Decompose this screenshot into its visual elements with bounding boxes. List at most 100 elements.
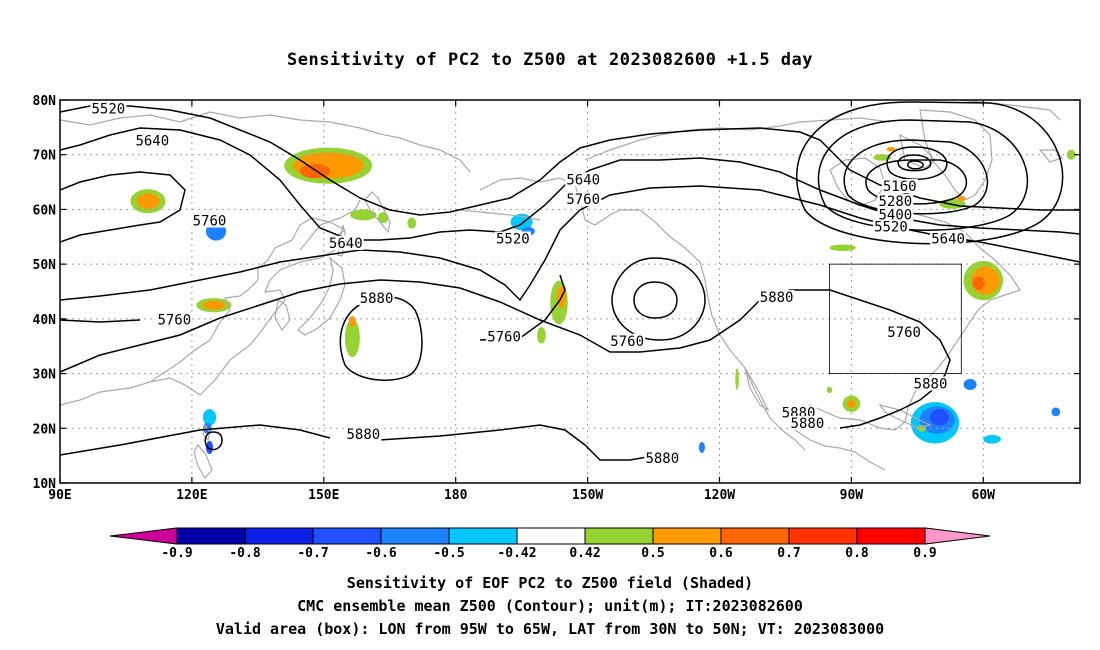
lat-label: 70N [33,149,57,164]
coast-cuba [878,404,932,429]
lon-label: 90E [48,488,71,503]
coast-philippines [193,443,213,480]
lon-label: 90W [840,488,864,503]
lon-label: 120E [176,488,207,503]
coast-labrador [899,209,1021,311]
colorbar-label: -0.6 [365,546,396,561]
coast-iceland [1038,149,1064,163]
contour-label-bg [789,415,826,430]
sensitivity-patch [886,147,896,152]
colorbar-label: -0.9 [161,546,192,561]
contour-label: 5760 [193,213,227,229]
colorbar-segment [380,527,450,545]
colorbar-segment [652,527,722,545]
sensitivity-patch [735,368,739,390]
colorbar-segment [176,527,246,545]
coast-hudson-bay [829,157,886,207]
contour-label-bg [758,290,795,305]
contour-label: 5520 [92,101,126,117]
sensitivity-patch [983,434,1001,444]
contour-label-bg [881,178,918,193]
colorbar-segment [448,527,518,545]
contour-labels: 5520 5640 5760 5640 5760 5880 5880 5520 5640 5760… [90,101,967,467]
sensitivity-patch [929,409,949,426]
sensitivity-patch [956,195,966,202]
sensitivity-patch [1051,407,1061,417]
sensitivity-patch [846,399,856,409]
contour-low-east-4 [796,101,1064,245]
contour-low-core-2 [906,160,924,170]
sensitivity-patch [202,300,226,310]
coast-arctic-asia [60,111,471,173]
sensitivity-patch [698,441,705,453]
contour-label-bg [877,207,914,222]
map-title: Sensitivity of PC2 to Z500 at 2023082600… [286,50,813,70]
contour-5760-low [611,257,706,341]
contour-label-bg [90,101,127,116]
lon-label: 150W [572,488,603,503]
colorbar-label: 0.7 [777,546,800,561]
contour-label: 5520 [874,219,908,235]
colorbar-label: -0.8 [229,546,260,561]
contour-5760-north [60,171,186,243]
contour-label: 5760 [487,329,521,345]
sensitivity-patch [972,276,986,290]
contour-label: 5880 [645,451,679,467]
coast-korea [274,299,291,332]
colorbar-label: 0.6 [709,546,733,561]
lat-label: 40N [33,313,57,328]
sensitivity-patch [963,379,977,390]
lon-label: 150E [308,488,339,503]
contour-label-bg [494,231,531,246]
coast-kamchatka [364,191,391,234]
sensitivity-patch [348,316,356,328]
colorbar-segment [516,527,586,545]
contour-label-bg [358,291,395,306]
footer-line-2: CMC ensemble mean Z500 (Contour); unit(m… [297,597,803,615]
map-frame [59,99,1081,484]
contour-label-bg [327,235,364,250]
contour-label-bg [609,333,646,348]
contour-label-bg [134,133,171,148]
lat-label: 50N [33,258,57,273]
contour-label-bg [912,376,949,391]
contour-5880-south [60,424,661,461]
contour-label: 5880 [791,416,825,432]
lon-label: 120W [704,488,735,503]
contour-label-bg [565,172,602,187]
coast-japan [297,256,346,336]
colorbar-label: -0.5 [433,546,464,561]
sensitivity-patch [826,386,833,394]
colorbar-low-arrow [109,527,178,545]
sensitivity-map: 5520 5640 5760 5640 5760 5880 5880 5520 5640 5760… [33,94,1081,561]
lat-label: 30N [33,368,57,383]
lat-label: 10N [33,477,57,492]
sensitivity-patch [829,244,856,252]
contour-label: 5880 [760,290,794,306]
colorbar-segment [856,527,926,545]
sensitivity-patch [299,164,331,179]
sensitivity-shading [130,147,1076,455]
contour-low-core-1 [897,154,932,172]
sensitivity-patch [205,440,213,455]
sensitivity-patch [873,154,891,161]
colorbar-segment [584,527,654,545]
contour-label: 5640 [931,232,965,248]
colorbar-label: -0.42 [497,546,536,561]
contour-low-east-3 [817,119,1029,231]
colorbar-segment [788,527,858,545]
contour-label: 5880 [347,427,381,443]
contour-label: 5760 [157,312,191,328]
contour-low-core-3 [886,146,948,180]
colorbar-segment [312,527,382,545]
lat-label: 20N [33,422,57,437]
contour-label: 5880 [914,377,948,393]
coast-arctic-canada [584,117,891,161]
sensitivity-patch [202,409,217,426]
contour-label: 5280 [878,194,912,210]
contour-label-bg [191,213,228,228]
contour-label: 5760 [610,334,644,350]
contour-label-bg [486,329,523,344]
contour-label-bg [345,426,382,441]
sensitivity-patch [136,193,160,209]
